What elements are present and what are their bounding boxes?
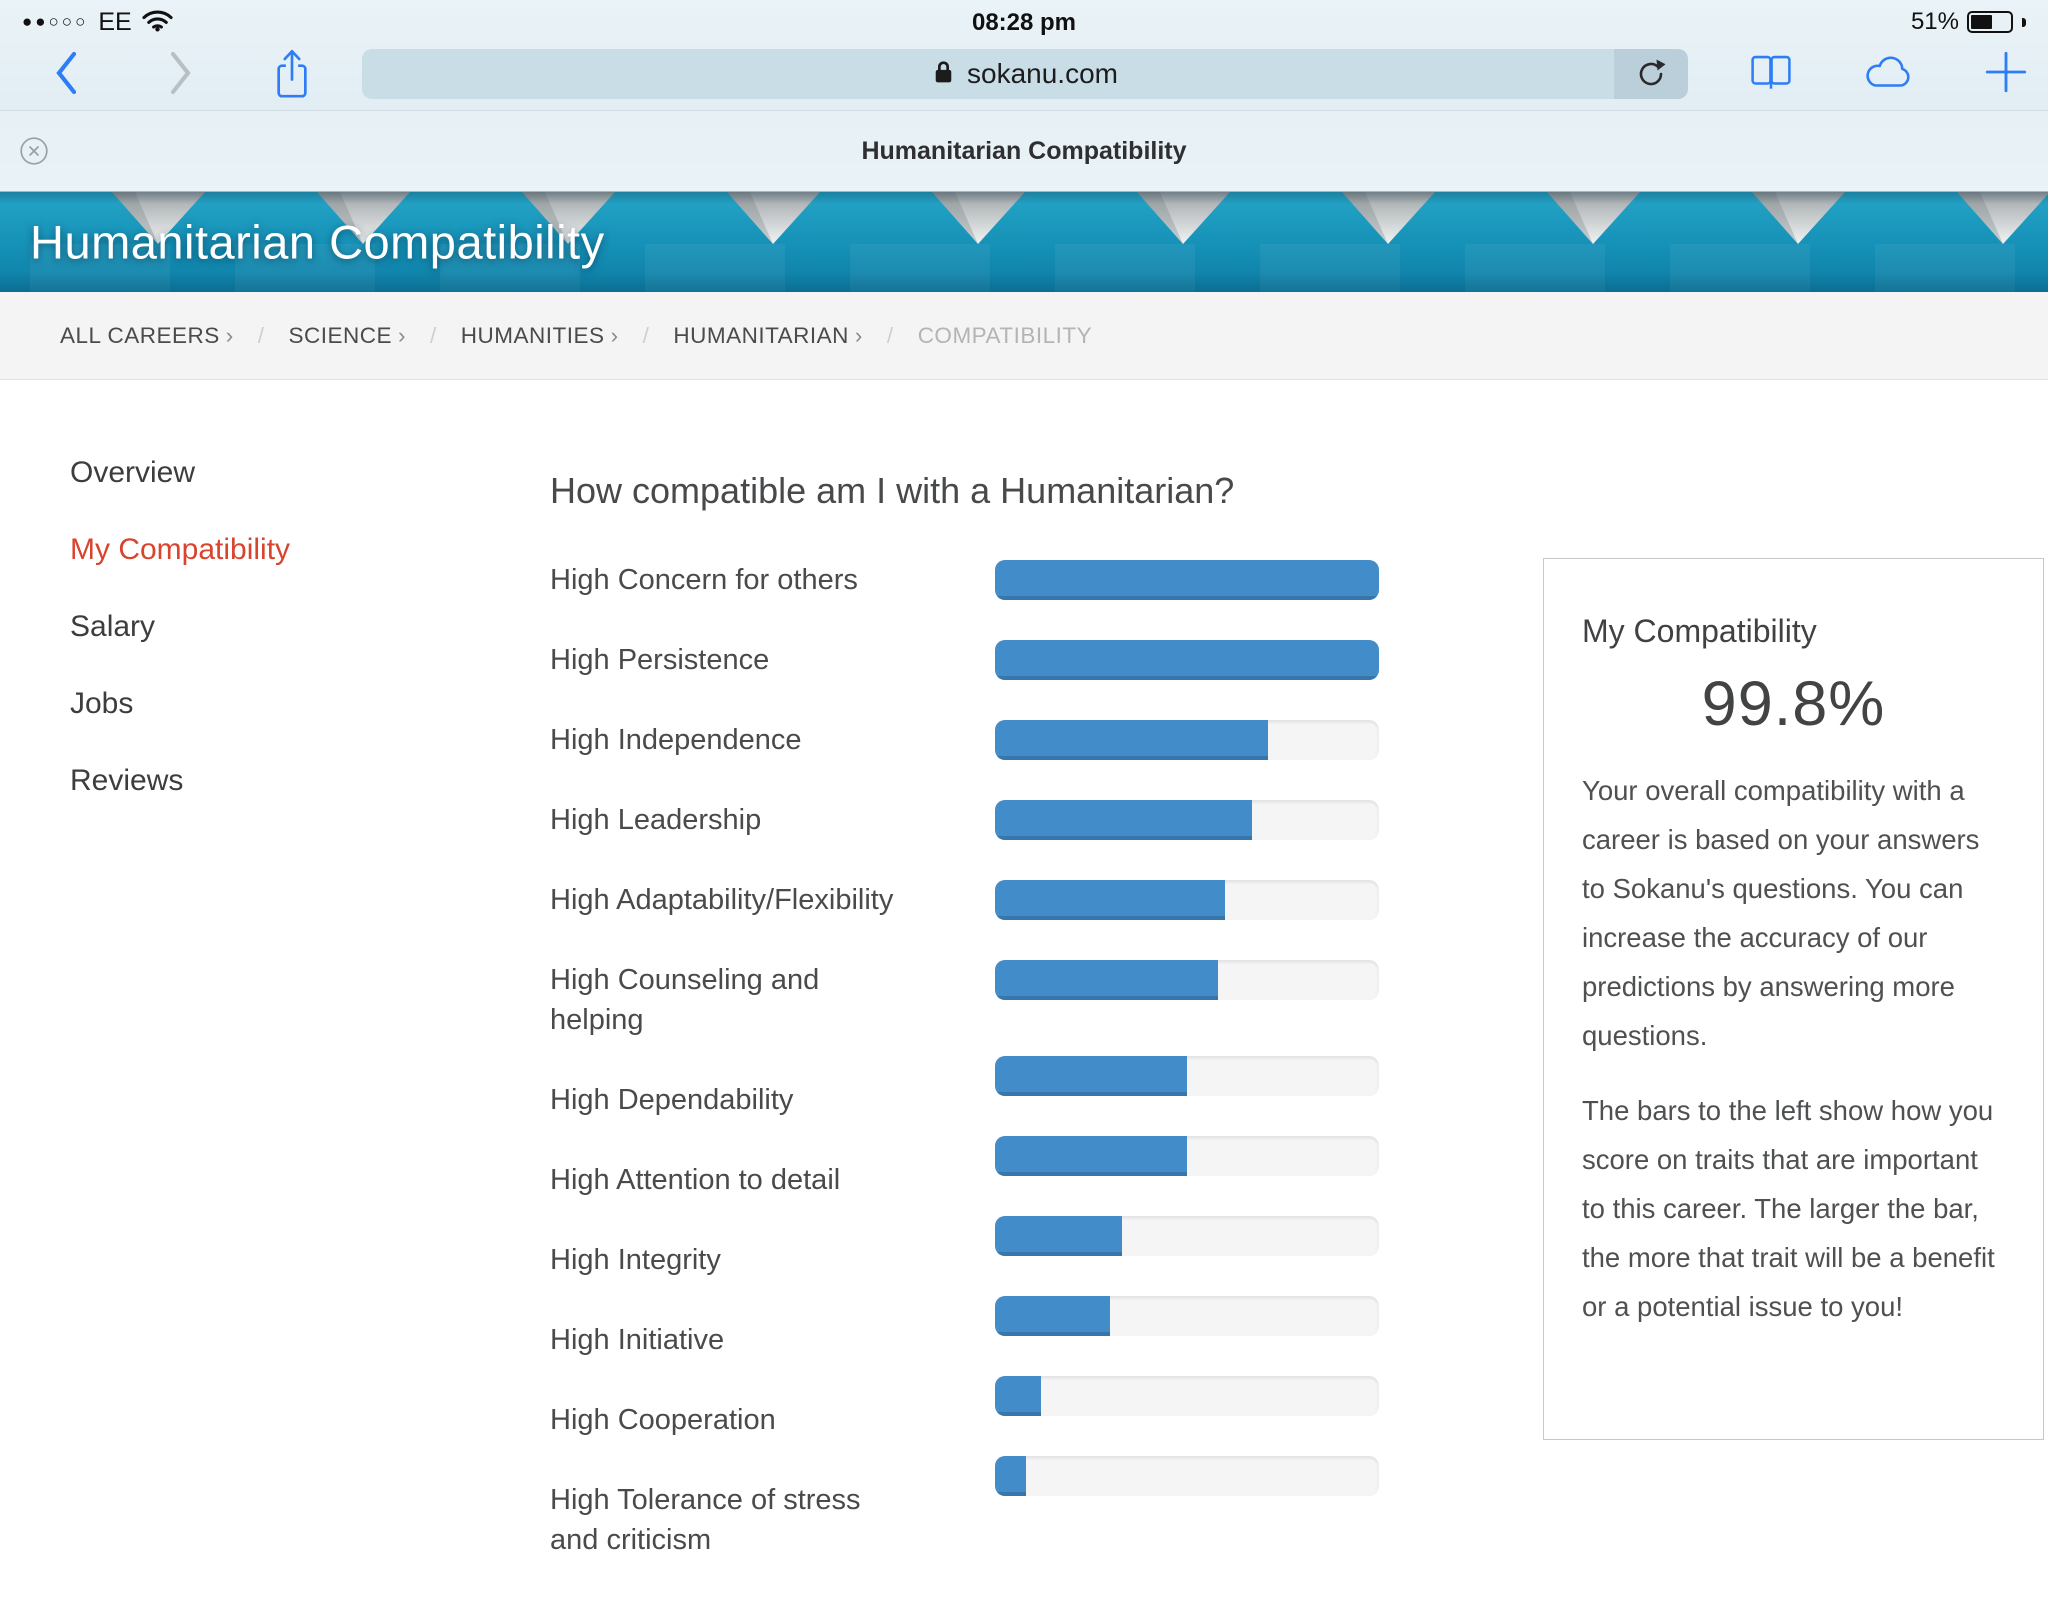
trait-labels-column: High Concern for others High Persistence H…	[550, 560, 910, 1600]
battery-nub	[2022, 17, 2026, 27]
browser-chrome: ●●○○○ EE 08:28 pm 51%	[0, 0, 2048, 192]
trait-label: High Independence	[550, 724, 802, 756]
toolbar-right-group	[1748, 50, 2028, 99]
compatibility-main: How compatible am I with a Humanitarian?…	[550, 453, 1379, 1600]
card-paragraph-2: The bars to the left show how you score …	[1582, 1095, 1995, 1322]
trait-bar-chart: High Concern for others High Persistence H…	[550, 560, 1379, 1600]
breadcrumb-separator: /	[642, 322, 650, 348]
battery-icon	[1967, 11, 2013, 33]
trait-bar-fill	[995, 640, 1379, 680]
url-text: sokanu.com	[967, 58, 1118, 89]
trait-bar-fill	[995, 1296, 1111, 1336]
card-paragraph-1: Your overall compatibility with a career…	[1582, 775, 1980, 1051]
trait-bar-track	[995, 640, 1379, 680]
compatibility-card: My Compatibility 99.8% Your overall comp…	[1543, 558, 2044, 1440]
cell-signal-icon: ●●○○○	[22, 12, 89, 31]
trait-bar-fill	[995, 1216, 1122, 1256]
hero-banner: Humanitarian Compatibility	[0, 192, 2048, 292]
trait-bar-fill	[995, 880, 1226, 920]
status-time: 08:28 pm	[971, 9, 1077, 36]
trait-bar-fill	[995, 720, 1268, 760]
new-tab-icon[interactable]	[1984, 50, 2028, 99]
trait-label: High Cooperation	[550, 1404, 776, 1436]
breadcrumb-separator: /	[430, 322, 437, 348]
breadcrumb-arrow: ›	[854, 322, 863, 348]
breadcrumb-arrow: ›	[610, 322, 619, 348]
page-content: Overview My Compatibility Salary Jobs Re…	[0, 380, 2048, 1600]
lock-icon	[932, 58, 955, 91]
status-bar: ●●○○○ EE 08:28 pm 51%	[0, 0, 2048, 38]
trait-label: High Adaptability/Flexibility	[550, 884, 894, 916]
trait-label: High Integrity	[550, 1244, 721, 1276]
breadcrumb-link-humanities[interactable]: HUMANITIES ›	[460, 322, 619, 348]
breadcrumb-link-science[interactable]: SCIENCE ›	[288, 322, 407, 348]
card-title: My Compatibility	[1582, 613, 1817, 649]
trait-bar-fill	[995, 1456, 1026, 1496]
trait-label: High Leadership	[550, 804, 762, 836]
trait-bar-track	[995, 880, 1379, 920]
trait-bar-fill	[995, 800, 1253, 840]
page-title: How compatible am I with a Humanitarian?	[550, 470, 1235, 511]
address-bar[interactable]: sokanu.com	[362, 49, 1688, 99]
sidebar-item-salary[interactable]: Salary	[70, 610, 156, 643]
compatibility-score: 99.8%	[1701, 669, 1886, 739]
sidebar-item-jobs[interactable]: Jobs	[70, 687, 134, 720]
breadcrumb-arrow: ›	[398, 322, 407, 348]
trait-bar-track	[995, 800, 1379, 840]
battery-percent-label: 51%	[1910, 8, 1959, 35]
trait-bar-fill	[995, 560, 1379, 600]
share-icon[interactable]	[272, 46, 312, 107]
back-button[interactable]	[52, 50, 79, 101]
trait-bar-track	[995, 1456, 1379, 1496]
trait-bar-fill	[995, 1056, 1187, 1096]
hero-title: Humanitarian Compatibility	[30, 215, 605, 269]
trait-label: High Attention to detail	[550, 1164, 841, 1196]
reload-button[interactable]	[1614, 49, 1688, 99]
status-right: 51%	[1911, 8, 2026, 36]
trait-bar-track	[995, 1216, 1379, 1256]
trait-bar-track	[995, 1296, 1379, 1336]
trait-bar-track	[995, 1056, 1379, 1096]
trait-bar-fill	[995, 960, 1218, 1000]
browser-toolbar: sokanu.com	[0, 38, 2048, 110]
status-left: ●●○○○ EE	[22, 8, 173, 37]
hero-pattern-image	[0, 192, 2048, 292]
breadcrumb-current: COMPATIBILITY	[917, 322, 1093, 348]
carrier-label: EE	[98, 7, 132, 36]
section-nav: Overview My Compatibility Salary Jobs Re…	[70, 453, 550, 1600]
bookmarks-icon[interactable]	[1748, 53, 1794, 96]
breadcrumb-link-all-careers[interactable]: ALL CAREERS ›	[60, 322, 234, 348]
icloud-tabs-icon[interactable]	[1862, 53, 1916, 96]
breadcrumb-separator: /	[257, 322, 265, 348]
trait-bar-track	[995, 1136, 1379, 1176]
trait-bar-track	[995, 1376, 1379, 1416]
tab-bar: Humanitarian Compatibility	[0, 110, 2048, 192]
breadcrumb-arrow: ›	[225, 322, 234, 348]
trait-bar-track	[995, 560, 1379, 600]
trait-label: High Counseling and helping	[550, 964, 820, 1036]
close-tab-icon[interactable]	[18, 135, 50, 172]
trait-label: High Initiative	[550, 1324, 725, 1356]
active-tab[interactable]: Humanitarian Compatibility	[861, 136, 1187, 165]
forward-button[interactable]	[168, 50, 195, 101]
trait-label: High Persistence	[550, 644, 770, 676]
breadcrumb-separator: /	[886, 322, 894, 348]
trait-label: High Dependability	[550, 1084, 794, 1116]
trait-bar-track	[995, 960, 1379, 1000]
trait-bar-fill	[995, 1136, 1187, 1176]
sidebar-item-reviews[interactable]: Reviews	[70, 764, 184, 797]
trait-bars-column	[995, 560, 1379, 1600]
breadcrumb-link-humanitarian[interactable]: HUMANITARIAN ›	[673, 322, 863, 348]
sidebar-item-overview[interactable]: Overview	[70, 456, 196, 489]
trait-bar-track	[995, 720, 1379, 760]
sidebar-item-my-compatibility[interactable]: My Compatibility	[70, 533, 291, 566]
trait-label: High Concern for others	[550, 564, 858, 596]
trait-bar-fill	[995, 1376, 1042, 1416]
trait-label: High Tolerance of stress and criticism	[550, 1484, 861, 1556]
breadcrumb: ALL CAREERS › / SCIENCE › / HUMANITIES › / …	[0, 292, 2048, 380]
wifi-icon	[142, 8, 173, 37]
